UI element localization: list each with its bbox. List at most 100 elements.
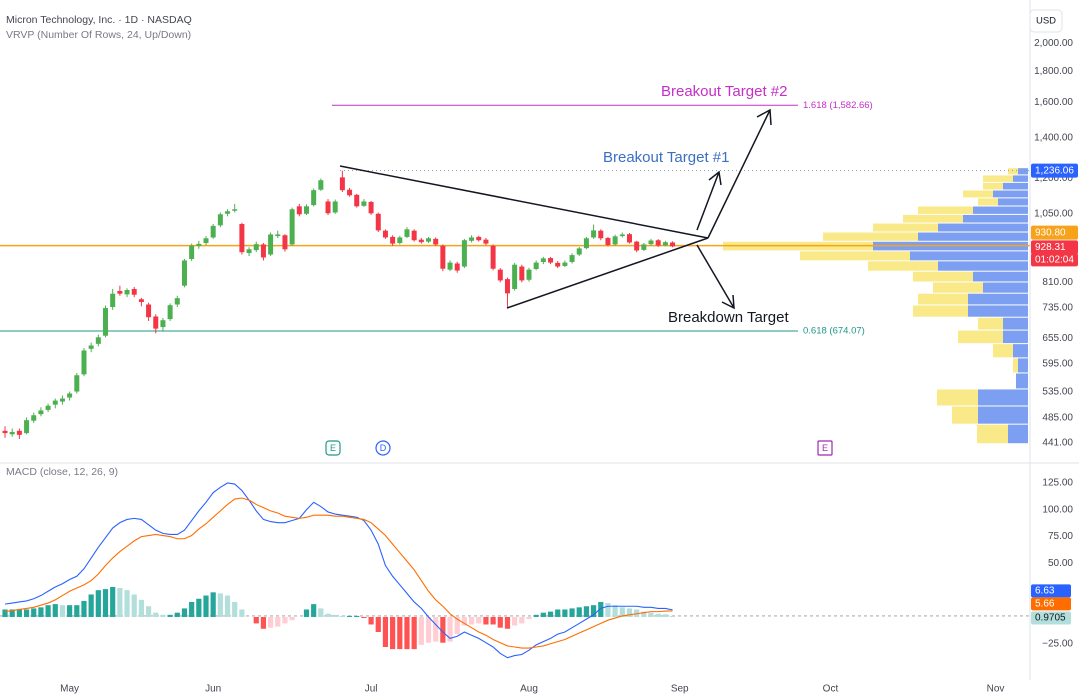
histogram-bar xyxy=(9,609,15,617)
candle-body xyxy=(440,245,446,269)
candle-body xyxy=(31,415,37,421)
histogram-bar xyxy=(375,616,381,632)
candle-body xyxy=(591,230,597,238)
histogram-bar xyxy=(239,609,245,617)
candle-body xyxy=(260,244,266,258)
profile-down xyxy=(1003,317,1028,330)
candle-body xyxy=(504,279,510,294)
histogram-bar xyxy=(476,616,482,624)
y-tick-label: 441.00 xyxy=(1042,438,1073,449)
histogram-bar xyxy=(167,614,173,617)
profile-down xyxy=(1003,330,1028,344)
candle-body xyxy=(131,288,137,295)
fib-label: 0.618 (674.07) xyxy=(803,325,865,336)
candle-body xyxy=(181,260,187,286)
price-label: 930.80 xyxy=(1035,227,1066,238)
histogram-bar xyxy=(81,600,87,617)
candle-body xyxy=(246,249,252,254)
histogram-bar xyxy=(102,589,109,617)
histogram-bar xyxy=(490,616,496,625)
candle-body xyxy=(311,190,317,206)
candle-body xyxy=(253,244,259,251)
annotation: Breakdown Target xyxy=(668,309,789,326)
candle-body xyxy=(146,304,152,318)
profile-up xyxy=(963,190,993,198)
profile-up xyxy=(1008,168,1018,175)
histogram-bar xyxy=(275,616,281,627)
profile-up xyxy=(958,330,1003,344)
histogram-bar xyxy=(311,604,317,617)
histogram-bar xyxy=(547,611,554,617)
candle-body xyxy=(153,316,159,329)
candle-body xyxy=(38,410,44,415)
price-label-box xyxy=(1031,240,1078,255)
candle-body xyxy=(124,289,130,295)
y-tick-label: 125.00 xyxy=(1042,478,1073,489)
histogram-bar xyxy=(397,616,403,650)
indicator-title: VRVP (Number Of Rows, 24, Up/Down) xyxy=(6,29,191,41)
candle-body xyxy=(490,245,496,269)
histogram-bar xyxy=(67,605,73,617)
y-tick-label: 1,050.00 xyxy=(1034,208,1073,219)
profile-up xyxy=(952,406,978,424)
currency[interactable]: USD xyxy=(1036,16,1056,27)
histogram-bar xyxy=(2,609,8,617)
drawings xyxy=(339,108,772,310)
countdown-box xyxy=(1031,253,1078,267)
histogram-bar xyxy=(641,611,647,617)
histogram-bar xyxy=(217,593,223,617)
profile-down xyxy=(1013,344,1028,358)
candle-body xyxy=(24,420,30,434)
y-tick-label: −25.00 xyxy=(1042,638,1073,649)
y-tick-label: 2,000.00 xyxy=(1034,38,1073,49)
histogram-bar xyxy=(555,609,561,617)
fib-label: 1.618 (1,582.66) xyxy=(803,100,873,111)
histogram-bar xyxy=(38,607,44,617)
histogram-bar xyxy=(626,608,633,617)
candle-body xyxy=(289,209,295,245)
candle-body xyxy=(318,180,324,190)
histogram-bar xyxy=(224,595,231,617)
profile-up xyxy=(993,344,1013,358)
profile-down xyxy=(973,206,1028,214)
candle-body xyxy=(598,230,604,239)
histogram-bar xyxy=(662,614,668,617)
histogram-bar xyxy=(354,615,360,617)
histogram-bar xyxy=(483,616,489,625)
x-tick-label: Jun xyxy=(205,684,221,695)
candle-body xyxy=(540,258,546,262)
candle-body xyxy=(404,229,410,237)
price-label-box xyxy=(1031,225,1078,240)
profile-up xyxy=(918,293,968,305)
histogram-bar xyxy=(562,609,568,617)
candle-body xyxy=(203,238,209,244)
histogram-bar xyxy=(497,616,503,628)
candle-body xyxy=(52,400,58,405)
profile-down xyxy=(993,190,1028,198)
triangle-lower xyxy=(506,237,709,309)
histogram-bar xyxy=(260,616,267,629)
currency-button[interactable] xyxy=(1029,9,1063,33)
profile-up xyxy=(937,389,978,406)
profile-up xyxy=(873,223,938,232)
x-tick-label: May xyxy=(60,684,79,695)
histogram-bar xyxy=(411,616,417,650)
candle-body xyxy=(418,239,424,243)
profile-down xyxy=(1016,373,1028,389)
event-marker xyxy=(325,440,341,456)
y-tick-label: 1,600.00 xyxy=(1034,97,1073,108)
profile-down xyxy=(1018,358,1028,373)
candle-body xyxy=(239,224,245,253)
value-label: 6.63 xyxy=(1035,586,1055,597)
y-tick-label: 535.00 xyxy=(1042,387,1073,398)
histogram-bar xyxy=(52,604,58,617)
candle-body xyxy=(189,245,195,259)
candle-body xyxy=(433,238,439,245)
histogram-bar xyxy=(203,595,209,617)
arrow xyxy=(707,109,771,239)
y-tick-label: 75.00 xyxy=(1048,531,1073,542)
histogram-bar xyxy=(303,609,310,617)
histogram-bar xyxy=(138,599,145,617)
axes: 2,000.00 1,800.00 1,600.00 1,400.00 1,200.00… xyxy=(60,38,1078,695)
profile-down xyxy=(968,305,1028,317)
